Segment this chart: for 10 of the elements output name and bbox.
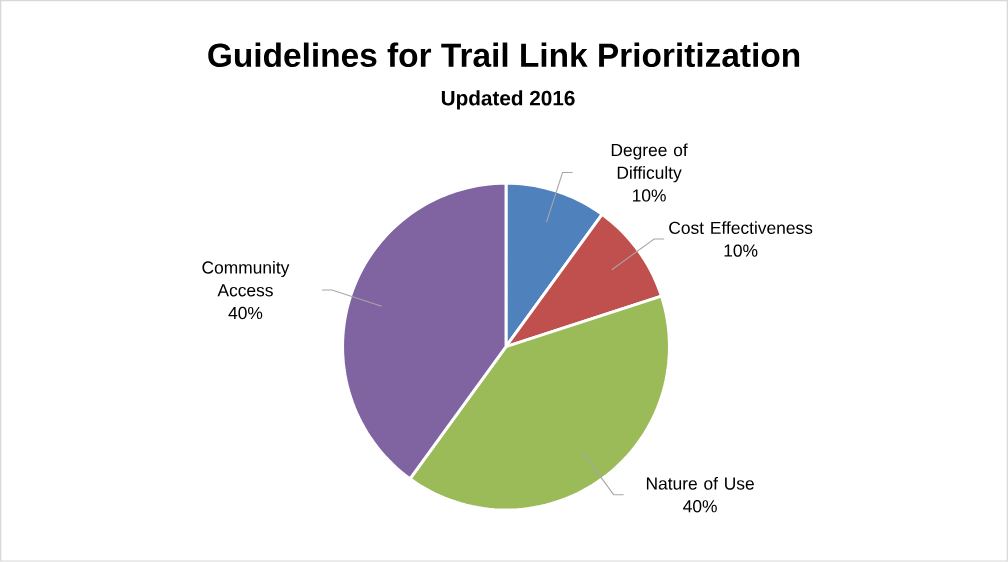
slice-label: Cost Effectiveness (669, 221, 813, 235)
slice-label: Nature of Use (646, 477, 754, 490)
data-label: 40% (228, 306, 263, 320)
slice-label: Community Access (202, 261, 290, 297)
chart-title: Guidelines for Trail Link Prioritization (208, 42, 800, 68)
chart-subtitle: Updated 2016 (441, 90, 575, 110)
data-label: 40% (683, 500, 717, 513)
slice-label: Degree of Difficulty (611, 143, 688, 183)
data-label: 10% (632, 189, 666, 202)
data-label: 10% (724, 244, 758, 257)
